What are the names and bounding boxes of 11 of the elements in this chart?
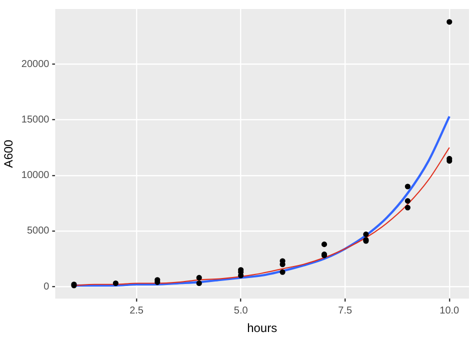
x-tick-label: 2.5 — [130, 305, 144, 316]
y-tick-label: 5000 — [26, 226, 50, 237]
y-tick-label: 20000 — [21, 58, 50, 70]
x-tick-label: 5.0 — [234, 305, 248, 316]
y-tick-label: 10000 — [21, 170, 50, 182]
y-tick-label: 0 — [44, 281, 50, 292]
x-axis-title: hours — [247, 321, 278, 336]
x-tick-label: 10.0 — [440, 305, 460, 316]
y-tick-label: 15000 — [21, 114, 50, 126]
y-axis-title: A600 — [2, 139, 16, 168]
x-tick-label: 7.5 — [338, 305, 352, 316]
